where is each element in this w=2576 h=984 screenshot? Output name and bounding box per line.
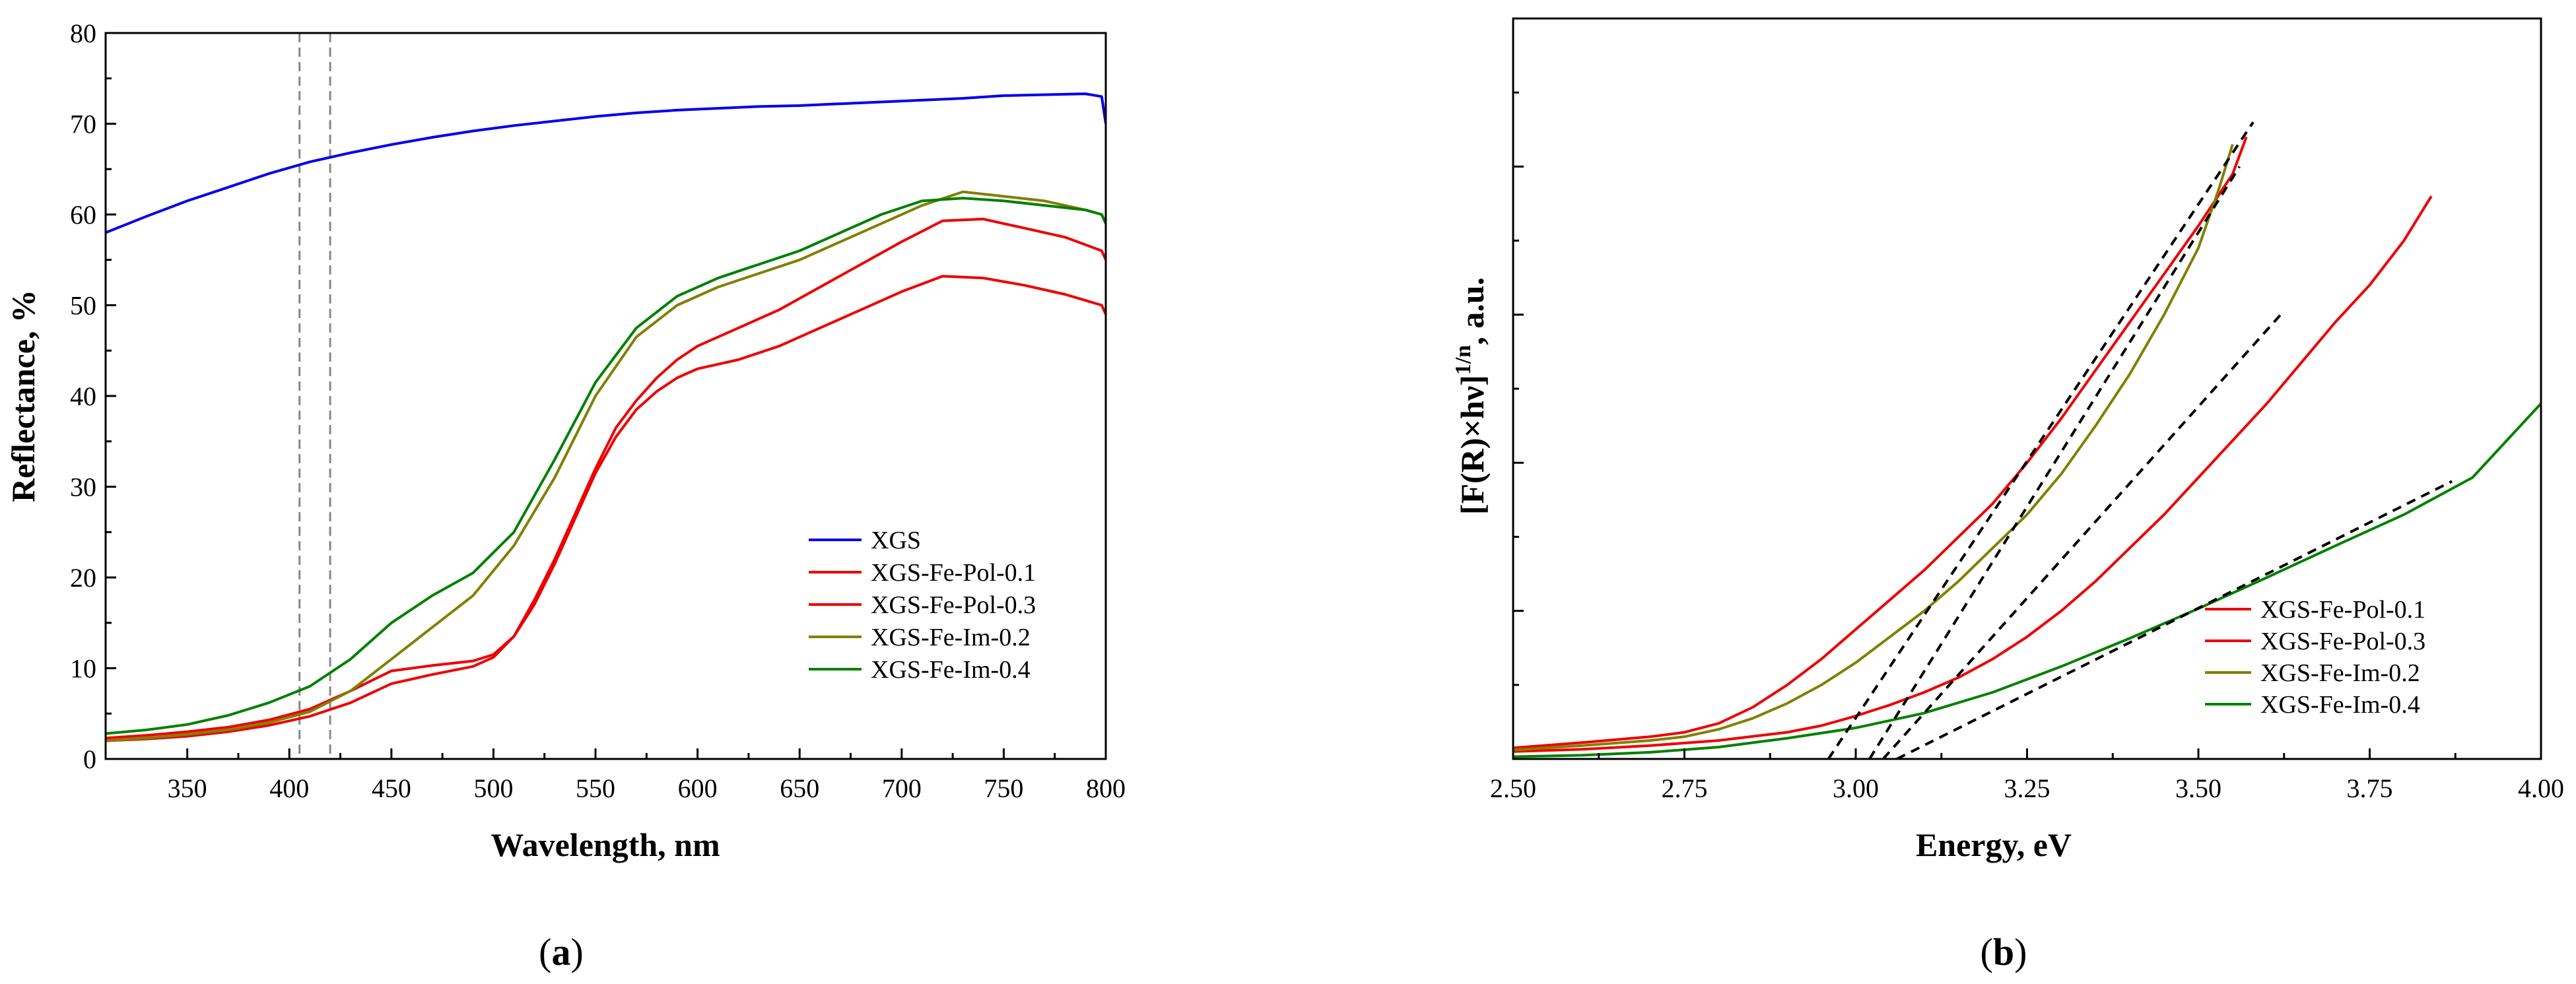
- panel-a-y-tick-label: 60: [70, 200, 96, 230]
- panel-a-y-tick-label: 0: [83, 744, 96, 774]
- panel-a-y-tick-label: 30: [70, 473, 96, 502]
- panel-b-x-tick-label: 2.50: [1490, 773, 1536, 803]
- panel-a-x-axis-title: Wavelength, nm: [491, 826, 720, 863]
- panel-b-legend-label-xgs-fe-im-0-2: XGS-Fe-Im-0.2: [2260, 659, 2420, 687]
- panel-b-x-tick-label: 4.00: [2518, 773, 2564, 803]
- panel-b-x-tick-label: 3.00: [1833, 773, 1879, 803]
- panel-a-series-group: [106, 33, 1106, 759]
- panel-a-legend-label-xgs-fe-im-0-2: XGS-Fe-Im-0.2: [871, 624, 1031, 651]
- panel-a-y-tick-label: 70: [70, 110, 96, 139]
- panel-b-series-xgs-fe-pol-0-3: [1513, 195, 2433, 753]
- panel-a-series-xgs: [106, 92, 1106, 234]
- panel-a-y-tick-label: 40: [70, 381, 96, 411]
- panel-b-y-axis-title-tail: , a.u.: [1454, 277, 1491, 345]
- panel-b-y-axis-title-main: [F(R)×hν]: [1454, 375, 1491, 515]
- panel-a-series-xgs-fe-pol-0-1: [106, 275, 1106, 742]
- panel-a-y-tick-label: 50: [70, 291, 96, 321]
- panel-b-x-tick-label: 3.25: [2004, 773, 2051, 803]
- panel-b-ticks: 2.50 2.75 3.00 3.25 3.50 3.75 4.00: [1490, 17, 2564, 803]
- panel-b-chart: 2.50 2.75 3.00 3.25 3.50 3.75 4.00 XGS-Fe-Pol-…: [1451, 17, 2564, 973]
- panel-a-x-tick-label: 700: [882, 773, 922, 803]
- panel-b-legend-label-xgs-fe-pol-0-1: XGS-Fe-Pol-0.1: [2260, 596, 2425, 624]
- panel-a-y-axis-title: Reflectance, %: [5, 290, 42, 502]
- panel-a-x-tick-label: 500: [473, 773, 513, 803]
- panel-a-legend-label-xgs-fe-im-0-4: XGS-Fe-Im-0.4: [871, 656, 1031, 684]
- panel-a-label: (a): [539, 931, 584, 973]
- panel-b-series-fit-1: [1827, 121, 2254, 759]
- panel-b-x-tick-label: 3.50: [2175, 773, 2221, 803]
- panel-a-series-xgs-fe-im-0-4: [106, 197, 1106, 735]
- panel-a-plot-area: [106, 33, 1106, 759]
- panel-b-y-axis-title: [F(R)×hν]1/n, a.u.: [1451, 277, 1491, 515]
- panel-a-series-xgs-fe-im-0-2: [106, 190, 1106, 742]
- panel-a-x-tick-label: 400: [269, 773, 309, 803]
- panel-a-legend: XGS XGS-Fe-Pol-0.1 XGS-Fe-Pol-0.3 XGS-Fe-Im…: [809, 527, 1036, 684]
- panel-a-legend-label-xgs-fe-pol-0-1: XGS-Fe-Pol-0.1: [871, 559, 1036, 587]
- panel-b-series-xgs-fe-im-0-4: [1513, 403, 2541, 758]
- panel-b-x-tick-label: 3.75: [2347, 773, 2393, 803]
- panel-b-series-xgs-fe-im-0-2: [1513, 144, 2234, 752]
- panel-a-x-tick-label: 650: [780, 773, 819, 803]
- panel-a-y-tick-label: 10: [70, 654, 96, 684]
- panel-a-ticks: 350 400 450 500 550 600 650 700 750 800 0 10 20 30 40 5…: [70, 18, 1126, 803]
- panel-a-x-tick-label: 750: [984, 773, 1023, 803]
- panel-b-legend: XGS-Fe-Pol-0.1 XGS-Fe-Pol-0.3 XGS-Fe-Im-0.…: [2205, 596, 2425, 719]
- panel-a-y-tick-label: 20: [70, 563, 96, 593]
- panel-b-label: (b): [1981, 931, 2027, 973]
- panel-b-x-axis-title: Energy, eV: [1916, 826, 2072, 863]
- panel-a-series-xgs-fe-pol-0-3: [106, 217, 1106, 740]
- panel-a-y-tick-label: 80: [70, 18, 96, 48]
- panel-b-series-xgs-fe-pol-0-1: [1513, 136, 2248, 750]
- panel-a-legend-label-xgs: XGS: [871, 527, 921, 554]
- panel-a-x-tick-label: 550: [576, 773, 615, 803]
- panel-a-x-tick-label: 450: [372, 773, 411, 803]
- panel-b-legend-label-xgs-fe-im-0-4: XGS-Fe-Im-0.4: [2260, 691, 2420, 719]
- panel-b-series-fit-3: [1882, 313, 2282, 759]
- panel-b-series-fit-2: [1868, 166, 2241, 759]
- panel-b-legend-label-xgs-fe-pol-0-3: XGS-Fe-Pol-0.3: [2260, 628, 2425, 655]
- panel-a-chart: 350 400 450 500 550 600 650 700 750 800 0 10 20 30 40 5…: [5, 18, 1126, 973]
- panel-a-x-tick-label: 800: [1086, 773, 1126, 803]
- panel-b-plot-area: [1513, 121, 2541, 759]
- panel-b-series-group: [1513, 121, 2541, 759]
- panel-a-legend-label-xgs-fe-pol-0-3: XGS-Fe-Pol-0.3: [871, 591, 1036, 619]
- panel-b-series-fit-4: [1896, 480, 2453, 759]
- panel-b-x-tick-label: 2.75: [1662, 773, 1708, 803]
- panel-a-x-tick-label: 350: [168, 773, 207, 803]
- panel-a-x-tick-label: 600: [678, 773, 718, 803]
- panel-b-y-axis-title-superscript: 1/n: [1451, 345, 1475, 375]
